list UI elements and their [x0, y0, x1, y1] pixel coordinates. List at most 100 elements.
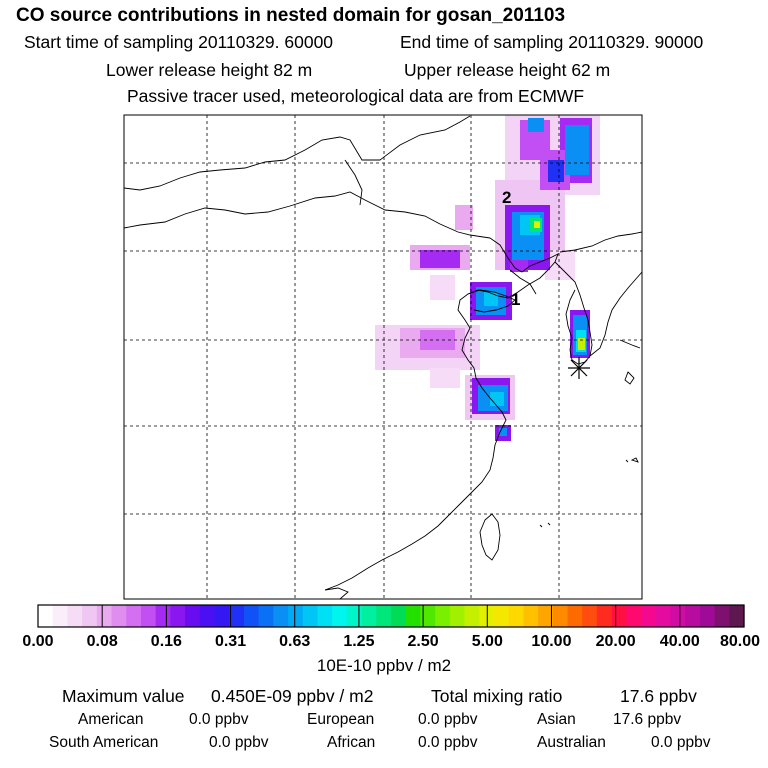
plume-cell [499, 428, 507, 436]
european-value: 0.0 ppbv [418, 711, 478, 728]
colorbar-cell [567, 605, 583, 627]
colorbar-cell [199, 605, 216, 627]
south-american-label: South American [49, 734, 159, 751]
colorbar-cell [699, 605, 716, 627]
colorbar-cell [67, 605, 83, 627]
colorbar-cell [582, 605, 598, 627]
marker-label-1: 1 [511, 290, 520, 309]
maximum-value: 0.450E-09 ppbv / m2 [211, 686, 374, 706]
maximum-value-label: Maximum value [62, 686, 185, 706]
plume-cell [484, 292, 498, 306]
colorbar-cell [552, 605, 569, 627]
plume-cell [510, 260, 528, 272]
colorbar-cell [641, 605, 657, 627]
colorbar-cell [685, 605, 701, 627]
colorbar-cell [243, 605, 260, 627]
asian-label: Asian [537, 711, 576, 728]
colorbar-cell [229, 605, 245, 627]
marker-label-2: 2 [502, 188, 511, 207]
colorbar-cell [140, 605, 157, 627]
taiwan-island [479, 513, 501, 561]
colorbar-cell [611, 605, 627, 627]
colorbar-cell [538, 605, 554, 627]
european-label: European [307, 711, 375, 728]
colorbar-tick-label: 0.00 [22, 633, 54, 650]
china-coast [324, 237, 559, 591]
plume-cell [565, 125, 589, 175]
colorbar-dividers [101, 605, 681, 627]
inner-river [344, 159, 363, 206]
colorbar-cell [258, 605, 274, 627]
colorbar-unit: 10E-10 ppbv / m2 [316, 656, 452, 675]
receptor-asterisk-icon [568, 357, 590, 379]
colorbar-frame [37, 604, 745, 628]
colorbar-cell [38, 605, 54, 627]
colorbar-cell [273, 605, 289, 627]
total-mixing-ratio: 17.6 ppbv [620, 686, 697, 706]
colorbar-tick-label: 0.31 [214, 633, 247, 650]
tracer-info: Passive tracer used, meteorological data… [127, 86, 585, 106]
colorbar-cell [332, 605, 348, 627]
colorbar-cell [435, 605, 451, 627]
australian-value: 0.0 ppbv [651, 734, 711, 751]
colorbar-cell [346, 605, 363, 627]
south-american-value: 0.0 ppbv [209, 734, 269, 751]
colorbar-cell [714, 605, 730, 627]
colorbar-tick-label: 1.25 [343, 633, 375, 650]
american-label: American [78, 711, 144, 728]
colorbar-cell [185, 605, 201, 627]
map-frame [123, 114, 643, 600]
colorbar-cell [449, 605, 466, 627]
colorbar-tick-label: 10.00 [531, 633, 572, 650]
colorbar-tick-label: 0.08 [86, 633, 118, 650]
colorbar-cell [596, 605, 613, 627]
colorbar-cell [317, 605, 333, 627]
plume-cell [430, 368, 460, 388]
african-label: African [327, 734, 376, 751]
colorbar-cell [391, 605, 407, 627]
colorbar-cell [420, 605, 436, 627]
colorbar-tick-label: 5.00 [471, 633, 503, 650]
colorbar [37, 604, 745, 628]
shandong-coast [467, 289, 516, 313]
plume-cell [534, 221, 540, 228]
plume-cell [548, 160, 564, 182]
plume-cell [420, 250, 460, 268]
lower-release-height: Lower release height 82 m [106, 60, 313, 80]
asian-value: 17.6 ppbv [613, 711, 682, 728]
plume-cell [528, 118, 544, 132]
colorbar-cell [170, 605, 186, 627]
colorbar-cell [302, 605, 319, 627]
korea-border [559, 231, 642, 253]
plume-cell [578, 338, 585, 350]
japan-coast [619, 339, 641, 463]
end-time: End time of sampling 20110329. 90000 [400, 32, 704, 52]
colorbar-tick-label: 20.00 [595, 633, 636, 650]
colorbar-cell [288, 605, 304, 627]
australian-label: Australian [537, 734, 606, 751]
total-mixing-ratio-label: Total mixing ratio [431, 686, 563, 706]
colorbar-cell [214, 605, 230, 627]
colorbar-tick-label: 0.16 [150, 633, 182, 650]
colorbar-cell [126, 605, 142, 627]
colorbar-cell [523, 605, 539, 627]
colorbar-cells [38, 605, 745, 627]
colorbar-cell [405, 605, 422, 627]
colorbar-cell [655, 605, 672, 627]
colorbar-cell [361, 605, 377, 627]
colorbar-cell [670, 605, 686, 627]
colorbar-tick-label: 0.63 [279, 633, 311, 650]
coastlines [124, 115, 642, 599]
upper-release-height: Upper release height 62 m [404, 60, 611, 80]
colorbar-tick-label: 80.00 [719, 633, 761, 650]
colorbar-cell [493, 605, 510, 627]
colorbar-cell [508, 605, 524, 627]
colorbar-cell [464, 605, 480, 627]
plume-cell [455, 205, 473, 230]
colorbar-cell [626, 605, 642, 627]
african-value: 0.0 ppbv [418, 734, 478, 751]
colorbar-cell [82, 605, 98, 627]
mongolia-border [124, 191, 491, 239]
colorbar-cell [52, 605, 69, 627]
liaodong-coast [509, 269, 537, 295]
